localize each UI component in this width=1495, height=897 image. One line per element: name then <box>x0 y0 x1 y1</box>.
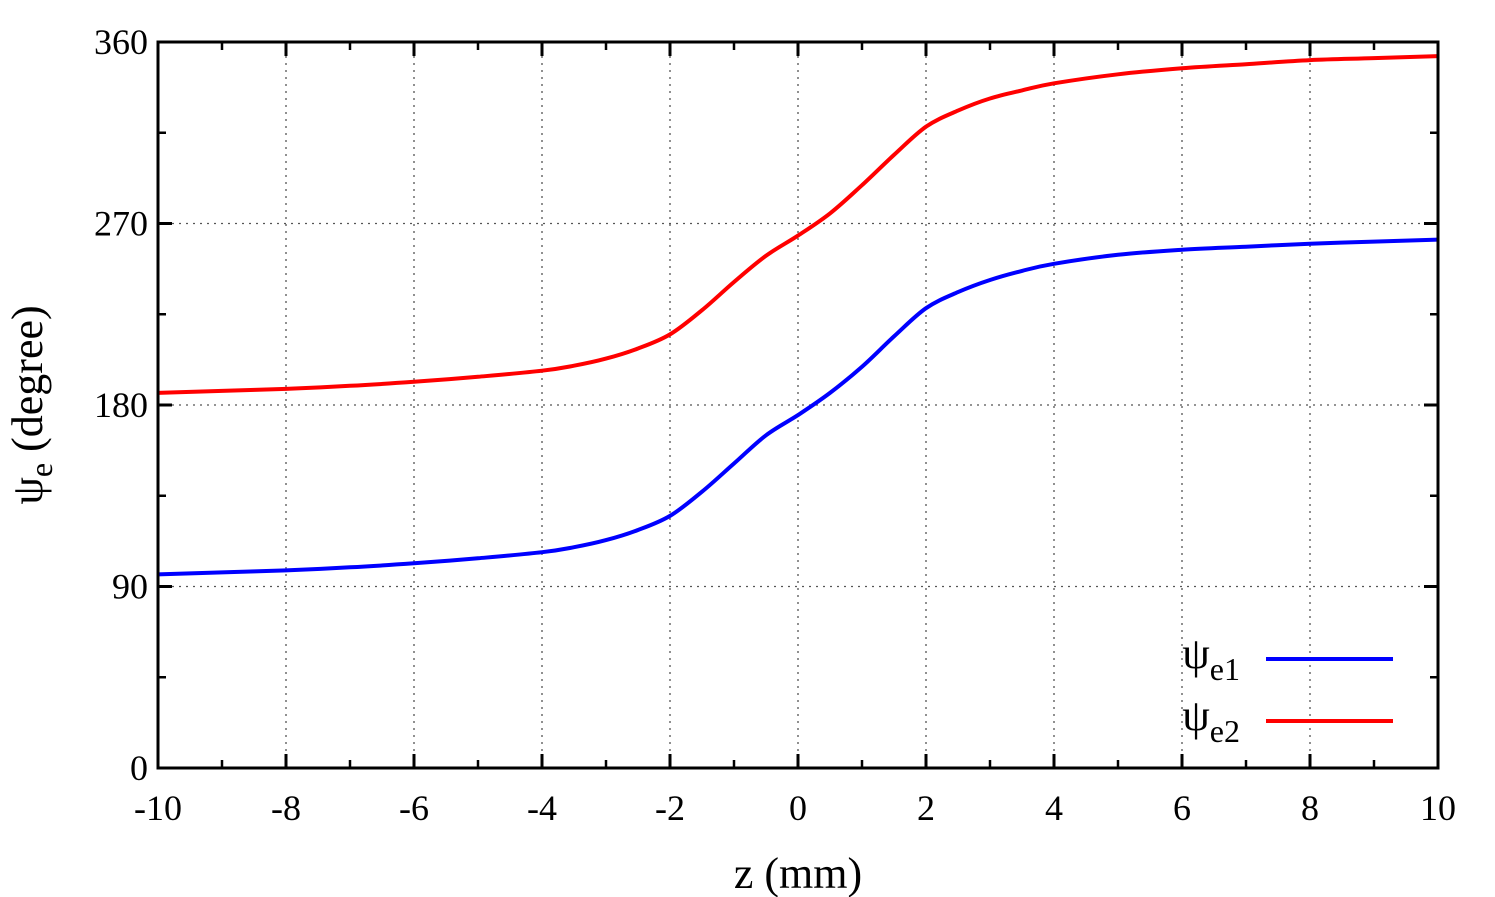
legend-label-psi-e2: ψe2 <box>1182 691 1240 749</box>
y-axis-label-unit: (degree) <box>3 305 52 463</box>
series-line-2 <box>157 54 1439 395</box>
x-tick-label: 0 <box>789 788 807 828</box>
tick-labels: -10 -8 -6 -4 -2 0 2 4 6 8 10 0 90 180 270 360 <box>94 22 1456 828</box>
x-tick-label: -8 <box>271 788 301 828</box>
y-tick-label: 360 <box>94 22 148 62</box>
x-tick-label: 10 <box>1420 788 1456 828</box>
x-tick-label: -4 <box>527 788 557 828</box>
legend-subscript: e1 <box>1210 651 1240 687</box>
y-tick-label: 0 <box>130 748 148 788</box>
y-tick-label: 90 <box>112 567 148 607</box>
legend-symbol: ψ <box>1182 629 1210 678</box>
ticks <box>156 40 1440 770</box>
x-tick-label: -2 <box>655 788 685 828</box>
series-line-1 <box>157 237 1439 577</box>
x-tick-label: -10 <box>134 788 182 828</box>
x-tick-label: 2 <box>917 788 935 828</box>
x-tick-label: 4 <box>1045 788 1063 828</box>
y-tick-label: 270 <box>94 204 148 244</box>
x-tick-label: 6 <box>1173 788 1191 828</box>
legend-label-psi-e1: ψe1 <box>1182 629 1240 687</box>
x-tick-label: 8 <box>1301 788 1319 828</box>
legend-symbol: ψ <box>1182 691 1210 740</box>
legend-subscript: e2 <box>1210 713 1240 749</box>
legend: ψe1 ψe2 <box>1182 629 1393 749</box>
y-axis-label: ψe (degree) <box>3 305 59 504</box>
grid <box>158 42 1438 768</box>
y-axis-label-subscript: e <box>23 463 59 477</box>
plot-lines <box>157 54 1439 577</box>
y-tick-label: 180 <box>94 385 148 425</box>
y-axis-label-symbol: ψ <box>3 477 52 505</box>
x-axis-label: z (mm) <box>734 849 862 897</box>
x-tick-label: -6 <box>399 788 429 828</box>
